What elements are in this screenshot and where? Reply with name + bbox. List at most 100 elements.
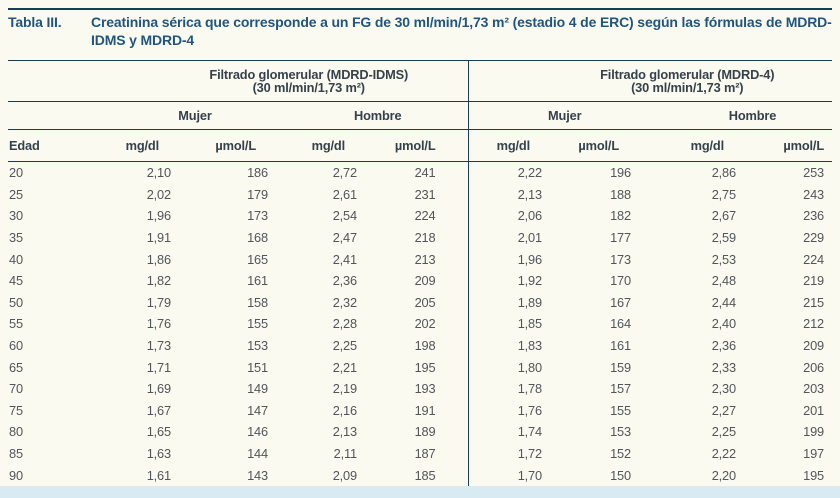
table-row: 30 1,96 173 2,54 224 2,06 182 2,67 236 <box>8 205 832 227</box>
value-cell: 2,36 <box>332 273 357 289</box>
value-cell: 167 <box>610 294 631 310</box>
top-rule <box>8 8 832 10</box>
value-cell: 253 <box>803 165 825 181</box>
value-cell: 198 <box>414 338 436 354</box>
value-cell: 1,89 <box>467 291 542 314</box>
value-cell: 173 <box>247 208 268 224</box>
table-row: 70 1,69 149 2,19 193 1,78 157 2,30 203 <box>8 377 832 400</box>
table-body: 20 2,10 186 2,72 241 2,22 196 2,86 253 25 2,02 179 2… <box>8 161 832 487</box>
age-cell: 85 <box>9 446 23 462</box>
value-cell: 2,16 <box>332 402 357 418</box>
value-cell: 153 <box>610 424 631 440</box>
value-cell: 2,13 <box>332 424 357 440</box>
value-cell: 2,22 <box>467 161 542 184</box>
value-cell: 195 <box>414 359 436 375</box>
value-cell: 1,79 <box>146 294 171 310</box>
value-cell: 188 <box>610 186 631 202</box>
value-cell: 197 <box>803 446 825 462</box>
table-row: 50 1,79 158 2,32 205 1,89 167 2,44 215 <box>8 291 832 314</box>
value-cell: 1,82 <box>146 273 171 289</box>
value-cell: 2,11 <box>333 446 358 462</box>
value-cell: 243 <box>803 186 825 202</box>
table-row: 60 1,73 153 2,25 198 1,83 161 2,36 209 <box>8 334 832 357</box>
value-cell: 155 <box>610 402 631 418</box>
value-cell: 2,22 <box>711 446 736 462</box>
value-cell: 152 <box>610 446 631 462</box>
column-header-mgdl: mg/dl <box>467 129 542 162</box>
empty-corner-cell <box>8 101 84 130</box>
value-cell: 201 <box>803 402 825 418</box>
value-cell: 1,73 <box>146 338 171 354</box>
value-cell: 1,85 <box>467 313 542 335</box>
value-cell: 2,41 <box>332 251 357 267</box>
table-row: 85 1,63 144 2,11 187 1,72 152 2,22 197 <box>8 442 832 465</box>
group-title: Filtrado glomerular (MDRD-4) <box>600 66 775 82</box>
value-cell: 1,63 <box>146 446 171 462</box>
value-cell: 2,28 <box>332 316 357 332</box>
value-cell: 146 <box>247 424 268 440</box>
value-cell: 2,86 <box>711 165 736 181</box>
value-cell: 212 <box>803 316 825 332</box>
table-row: 80 1,65 146 2,13 189 1,74 153 2,25 199 <box>8 421 832 443</box>
table-row: 65 1,71 151 2,21 195 1,80 159 2,33 206 <box>8 356 832 378</box>
column-header-umoll: µmol/L <box>542 129 631 162</box>
value-cell: 2,06 <box>467 205 542 227</box>
value-cell: 205 <box>414 294 436 310</box>
sex-header-hombre-idms: Hombre <box>268 101 468 130</box>
value-cell: 170 <box>610 273 631 289</box>
value-cell: 224 <box>803 251 825 267</box>
value-cell: 187 <box>414 446 436 462</box>
value-cell: 1,72 <box>467 442 542 465</box>
value-cell: 164 <box>610 316 631 332</box>
age-cell: 65 <box>9 359 23 375</box>
bottom-strip <box>0 486 840 498</box>
value-cell: 150 <box>610 467 631 483</box>
value-cell: 186 <box>247 165 268 181</box>
age-cell: 80 <box>9 424 23 440</box>
value-cell: 199 <box>803 424 825 440</box>
value-cell: 165 <box>247 251 268 267</box>
value-cell: 1,76 <box>146 316 171 332</box>
value-cell: 2,27 <box>711 402 736 418</box>
value-cell: 219 <box>803 273 825 289</box>
value-cell: 161 <box>247 273 268 289</box>
value-cell: 179 <box>247 186 268 202</box>
age-cell: 60 <box>9 338 23 354</box>
value-cell: 193 <box>414 381 436 397</box>
value-cell: 195 <box>803 467 825 483</box>
value-cell: 2,20 <box>711 467 736 483</box>
value-cell: 2,33 <box>711 359 736 375</box>
value-cell: 2,53 <box>711 251 736 267</box>
table-row: 45 1,82 161 2,36 209 1,92 170 2,48 219 <box>8 269 832 292</box>
age-cell: 25 <box>9 186 23 202</box>
table-row: 20 2,10 186 2,72 241 2,22 196 2,86 253 <box>8 161 832 184</box>
value-cell: 1,80 <box>467 356 542 378</box>
age-cell: 70 <box>9 381 23 397</box>
value-cell: 2,25 <box>711 424 736 440</box>
value-cell: 158 <box>247 294 268 310</box>
value-cell: 241 <box>414 165 436 181</box>
value-cell: 2,19 <box>332 381 357 397</box>
sex-header-hombre-mdrd4: Hombre <box>631 101 833 130</box>
value-cell: 2,02 <box>146 186 171 202</box>
value-cell: 1,69 <box>146 381 171 397</box>
value-cell: 151 <box>247 359 268 375</box>
table-row: 90 1,61 143 2,09 185 1,70 150 2,20 195 <box>8 464 832 487</box>
group-title: Filtrado glomerular (MDRD-IDMS) <box>209 66 409 82</box>
value-cell: 2,40 <box>711 316 736 332</box>
value-cell: 182 <box>610 208 631 224</box>
table-row: 40 1,86 165 2,41 213 1,96 173 2,53 224 <box>8 248 832 270</box>
value-cell: 1,76 <box>467 399 542 422</box>
value-cell: 153 <box>247 338 268 354</box>
value-cell: 196 <box>610 165 631 181</box>
value-cell: 209 <box>803 338 825 354</box>
value-cell: 157 <box>610 381 631 397</box>
value-cell: 1,96 <box>146 208 171 224</box>
age-cell: 30 <box>9 208 23 224</box>
value-cell: 2,61 <box>332 186 357 202</box>
value-cell: 203 <box>803 381 825 397</box>
value-cell: 1,96 <box>467 248 542 270</box>
column-header-umoll: µmol/L <box>171 129 268 162</box>
value-cell: 177 <box>610 230 631 246</box>
value-cell: 1,92 <box>467 269 542 292</box>
